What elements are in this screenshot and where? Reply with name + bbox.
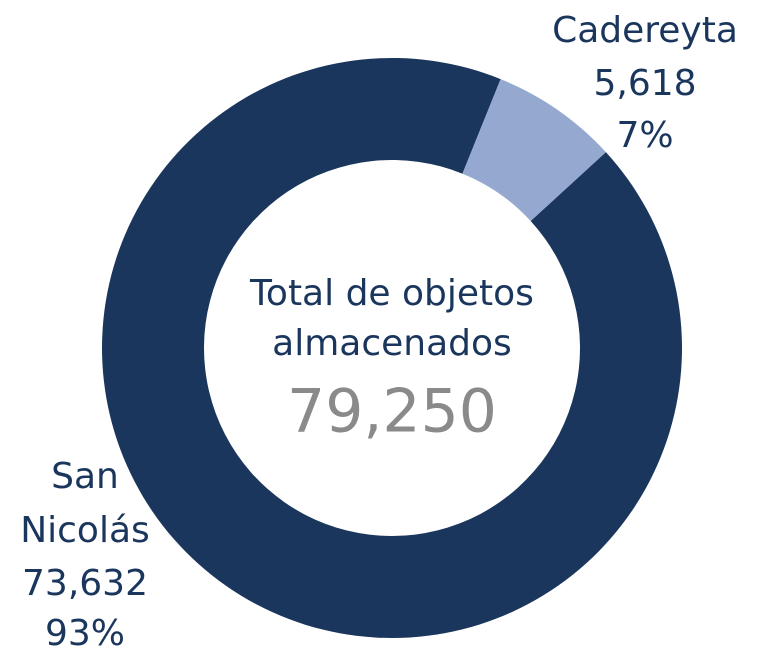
center-title: almacenados: [272, 323, 512, 364]
value-label: 73,632: [22, 563, 148, 604]
category-label: San Nicolás: [20, 456, 150, 551]
slice: [462, 79, 606, 222]
slice: [101, 57, 682, 638]
category-label: Cadereyta: [552, 10, 738, 51]
total-label: 79,250: [287, 377, 497, 447]
value-label: 5,618: [593, 63, 696, 104]
percent-label: 7%: [616, 115, 673, 156]
center-title: Total de objetos: [249, 273, 534, 314]
percent-label: 93%: [45, 613, 125, 652]
